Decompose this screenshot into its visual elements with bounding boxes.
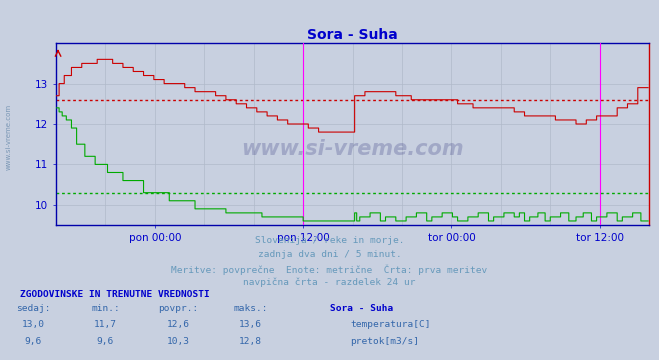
Text: 13,0: 13,0 (22, 320, 44, 329)
Text: www.si-vreme.com: www.si-vreme.com (241, 139, 464, 159)
Title: Sora - Suha: Sora - Suha (307, 28, 398, 42)
Text: 9,6: 9,6 (24, 337, 42, 346)
Text: 13,6: 13,6 (239, 320, 262, 329)
Text: 9,6: 9,6 (97, 337, 114, 346)
Text: 12,6: 12,6 (167, 320, 189, 329)
Text: temperatura[C]: temperatura[C] (351, 320, 431, 329)
Text: Sora - Suha: Sora - Suha (330, 304, 393, 313)
Text: zadnja dva dni / 5 minut.: zadnja dva dni / 5 minut. (258, 250, 401, 259)
Text: www.si-vreme.com: www.si-vreme.com (5, 104, 12, 170)
Text: min.:: min.: (91, 304, 120, 313)
Text: pretok[m3/s]: pretok[m3/s] (351, 337, 420, 346)
Text: 12,8: 12,8 (239, 337, 262, 346)
Text: sedaj:: sedaj: (16, 304, 50, 313)
Text: Slovenija / reke in morje.: Slovenija / reke in morje. (255, 236, 404, 245)
Text: 11,7: 11,7 (94, 320, 117, 329)
Text: maks.:: maks.: (233, 304, 268, 313)
Text: ZGODOVINSKE IN TRENUTNE VREDNOSTI: ZGODOVINSKE IN TRENUTNE VREDNOSTI (20, 290, 210, 299)
Text: povpr.:: povpr.: (158, 304, 198, 313)
Text: navpična črta - razdelek 24 ur: navpična črta - razdelek 24 ur (243, 277, 416, 287)
Text: 10,3: 10,3 (167, 337, 189, 346)
Text: Meritve: povprečne  Enote: metrične  Črta: prva meritev: Meritve: povprečne Enote: metrične Črta:… (171, 265, 488, 275)
